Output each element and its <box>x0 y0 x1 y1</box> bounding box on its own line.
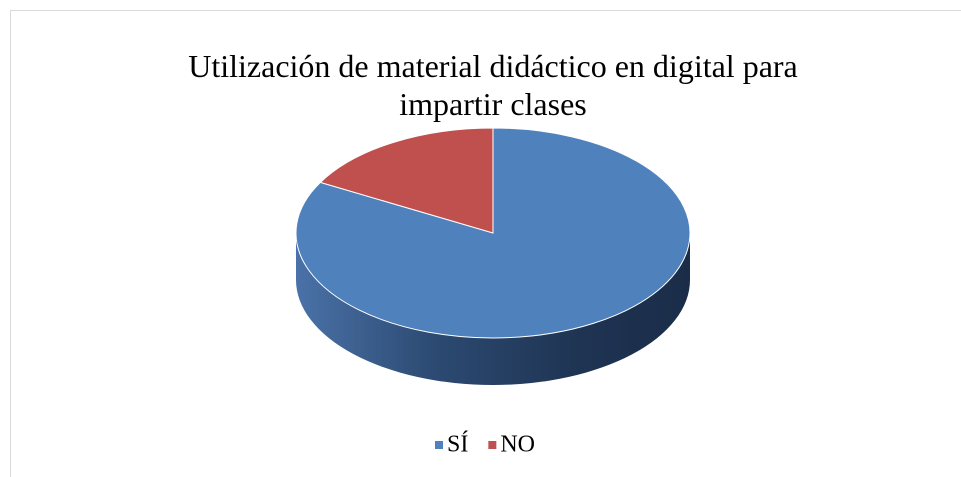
legend-swatch <box>488 441 497 449</box>
legend: SÍ NO <box>435 432 535 458</box>
pie-side <box>296 233 690 385</box>
legend-label: NO <box>500 432 535 458</box>
legend-swatch <box>435 441 443 449</box>
legend-label: SÍ <box>447 432 468 458</box>
pie-slice <box>319 127 494 234</box>
chart-title: Utilización de material didáctico en dig… <box>188 48 798 122</box>
